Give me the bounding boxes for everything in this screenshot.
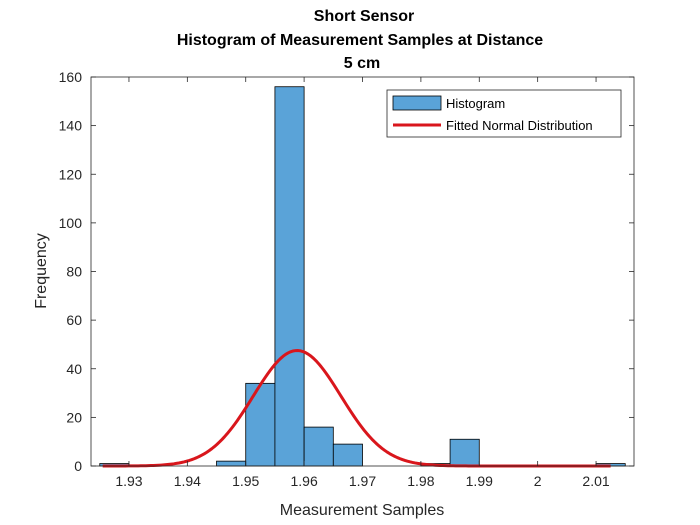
y-tick-label-7: 140 (59, 118, 83, 134)
x-tick-label-1: 1.94 (174, 473, 201, 489)
chart-title-line-1: Short Sensor (314, 8, 414, 25)
y-tick-label-5: 100 (59, 215, 83, 231)
x-axis-label: Measurement Samples (280, 502, 445, 519)
histogram-bar-1 (216, 460, 247, 467)
x-tick-label-5: 1.98 (407, 473, 434, 489)
x-tick-label-4: 1.97 (349, 473, 376, 489)
chart-title-line-2: Histogram of Measurement Samples at Dist… (177, 32, 543, 49)
histogram-bar-2 (245, 382, 276, 467)
y-tick-label-2: 40 (66, 361, 82, 377)
y-tick-label-0: 0 (74, 458, 82, 474)
y-tick-label-1: 20 (66, 409, 82, 425)
x-tick-label-2: 1.95 (232, 473, 259, 489)
histogram-bar-5 (332, 443, 363, 467)
x-axis-ticks: 1.93 1.94 1.95 1.96 1.97 1.98 1.99 2 2.01 (115, 77, 610, 489)
x-tick-label-7: 2 (534, 473, 542, 489)
y-tick-label-3: 60 (66, 312, 82, 328)
legend: Histogram Fitted Normal Distribution (386, 89, 622, 138)
x-tick-label-6: 1.99 (466, 473, 493, 489)
legend-fitted-line-label: Fitted Normal Distribution (446, 118, 593, 133)
y-axis-label: Frequency (33, 233, 50, 309)
x-tick-label-3: 1.96 (290, 473, 317, 489)
y-tick-label-4: 80 (66, 264, 82, 280)
y-axis-ticks: 0 20 40 60 80 100 120 140 160 (59, 69, 634, 474)
x-tick-label-0: 1.93 (115, 473, 142, 489)
legend-histogram-label: Histogram (446, 96, 505, 111)
legend-histogram-swatch (392, 95, 442, 111)
histogram-bar-3 (274, 86, 305, 467)
chart-title-line-3: 5 cm (344, 55, 380, 72)
histogram-bar-7 (449, 438, 480, 467)
x-tick-label-8: 2.01 (582, 473, 609, 489)
histogram-bar-4 (303, 426, 334, 467)
y-tick-label-6: 120 (59, 166, 83, 182)
y-tick-label-8: 160 (59, 69, 83, 85)
